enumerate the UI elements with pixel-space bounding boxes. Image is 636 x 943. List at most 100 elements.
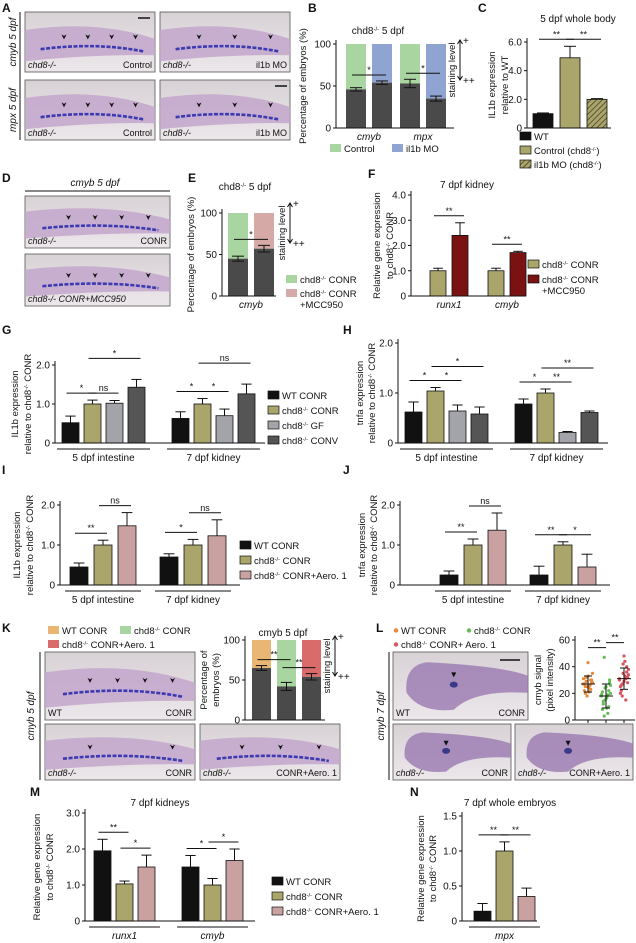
arrowhead-icon [87,744,93,750]
bar [451,234,469,297]
category-label: cmyb [239,300,263,311]
panel-letter-h: H [343,323,352,337]
y-tick-label: 50 [320,82,332,93]
y-tick-label: 0 [234,716,240,727]
image-tile-l: WT CONR [392,651,529,721]
row-label: cmyb 5 dpf [8,16,19,66]
significance-label: ** [553,29,561,39]
bar [105,402,124,444]
bar [532,113,554,129]
y-tick-label: 0 [451,917,457,928]
image-tile-d: chd8-/- CONR+MCC950 [24,253,171,307]
image-tile-a: chd8-/- Control [24,11,156,73]
y-axis-label: relative to chd8-/- CONR [25,495,36,596]
arrowhead-icon [61,34,67,40]
y-tick-label: 0 [211,292,217,303]
y-tick-label: 0 [325,124,331,135]
arrowhead-icon [115,677,120,683]
y-tick-label: 2.0 [392,241,406,252]
data-point [620,694,624,698]
significance-label: ** [445,206,453,216]
bar [69,566,89,586]
embryo-trunk [160,94,290,130]
bar [463,544,483,586]
significance-label: * [113,348,117,358]
category-label: runx1 [112,931,137,942]
chart-title: cmyb 5 dpf [259,628,308,639]
significance-label: ** [547,525,555,535]
significance-label: * [367,65,371,75]
panel-title: cmyb 5 dpf [71,178,121,189]
tile-label-left: chd8-/- [28,60,56,70]
y-axis-label: IL1b expression [10,370,21,437]
staining-high-label: ++ [338,672,350,683]
bar [171,418,190,444]
data-point [626,673,631,677]
category-label: 7 dpf kidney [187,453,241,464]
row-label: cmyb 5 dpf [26,690,37,740]
legend-swatch [120,626,131,634]
bar [225,860,244,922]
bar-segment-low-staining [400,44,420,84]
bar-segment-low-staining [302,640,321,677]
arrowhead-icon [170,744,175,750]
significance-label: ns [99,383,109,393]
bar [517,896,536,922]
legend-label: chd8-/- CONR [542,275,599,286]
staining-high-label: ++ [293,239,305,250]
legend-dot [393,628,399,633]
significance-label: * [456,357,460,367]
panel-letter-a: A [2,1,11,15]
legend-label: WT CONR [401,626,446,637]
arrow-down-icon [332,671,338,677]
arrowhead-icon [109,102,115,108]
arrowhead-icon [268,34,273,40]
y-axis-label: relative to chd8-/- CONR [367,343,378,444]
y-tick-label: 1.0 [66,881,80,892]
tile-label-right: CONR [141,236,168,246]
data-point [600,707,605,711]
bar [159,556,179,586]
data-point [588,683,592,687]
bar [117,525,137,586]
larva-head [406,662,528,711]
category-label: cmyb [495,300,519,311]
y-tick-label: 0 [44,439,50,450]
arrowhead-icon [565,740,571,746]
embryo-trunk [25,26,155,62]
legend-swatch [267,390,280,400]
embryo-trunk [160,26,290,62]
panel-letter-e: E [188,171,196,185]
significance-label: * [200,838,204,848]
image-tile-k: WT CONR [44,651,196,721]
panel-letter-f: F [368,167,375,181]
tile-label-right: il1b MO [256,128,287,138]
data-point [606,693,610,697]
image-tile-k: chd8-/- CONR+Aero. 1 [199,723,341,781]
tile-label-left: chd8-/- [518,768,546,778]
data-point [626,667,631,671]
legend-label: chd8-/- CONR [254,556,311,567]
data-point [608,683,613,687]
cmyb-staining [216,754,330,763]
bar [83,403,102,444]
image-tile-l: chd8-/- CONR [392,723,512,781]
legend-label: WT CONR [282,391,327,402]
bar-segment-high-staining [277,686,296,720]
cmyb-staining [62,689,184,699]
significance-label: * [190,382,194,392]
bar [580,412,599,444]
y-axis-label: (pixel intensity) [545,648,556,711]
legend-label: WT CONR [254,541,299,552]
bar-segment-high-staining [252,668,271,720]
y-tick-label: 0.5 [443,882,457,893]
data-point [608,681,612,685]
data-point [608,691,613,695]
data-point [584,679,588,683]
y-tick-label: 2.0 [66,845,80,856]
legend-label: +MCC950 [300,300,343,311]
data-point [583,685,587,689]
y-tick-label: 0 [389,581,395,592]
arrowhead-icon [232,102,238,108]
